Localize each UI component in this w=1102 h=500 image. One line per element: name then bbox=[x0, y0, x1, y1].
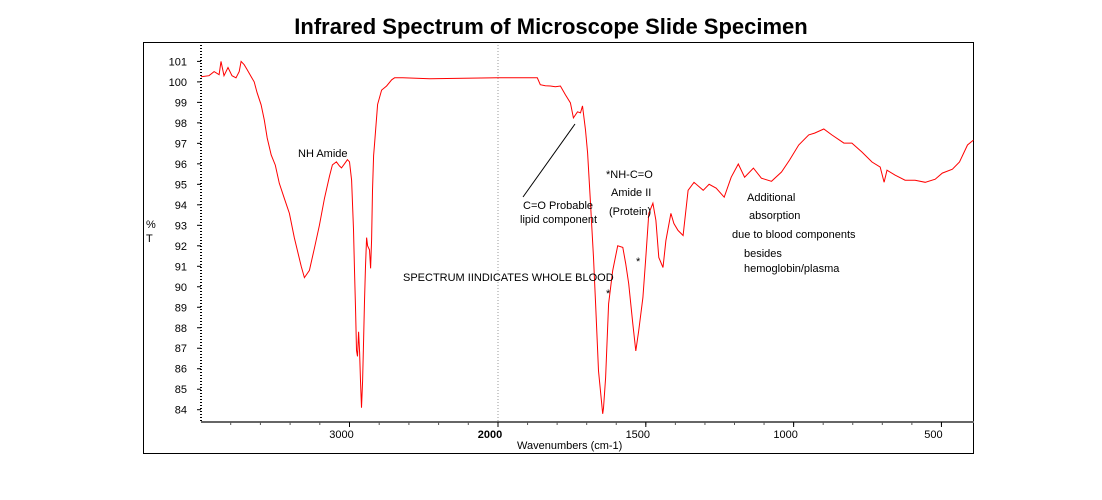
y-tick-label: 90 bbox=[175, 282, 187, 294]
y-tick-label: 86 bbox=[175, 364, 187, 376]
y-tick-label: 92 bbox=[175, 241, 187, 253]
annotation-additional-2: absorption bbox=[749, 210, 801, 222]
y-tick-label: 101 bbox=[169, 56, 187, 68]
y-tick-label: 95 bbox=[175, 179, 187, 191]
y-tick-label: 98 bbox=[175, 118, 187, 130]
y-tick-label: 85 bbox=[175, 384, 187, 396]
annotation-additional-5: hemoglobin/plasma bbox=[744, 263, 840, 275]
annotation-star: * bbox=[636, 256, 641, 268]
x-axis-label: Wavenumbers (cm-1) bbox=[517, 440, 623, 452]
y-tick-label: 88 bbox=[175, 323, 187, 335]
x-tick-label: 2000 bbox=[478, 429, 502, 441]
y-axis-label-percent: % bbox=[146, 219, 156, 231]
chart-frame bbox=[143, 42, 974, 454]
annotation-amide-1: *NH-C=O bbox=[606, 169, 653, 181]
annotation-star-small: * bbox=[606, 288, 611, 300]
annotation-whole-blood: SPECTRUM IINDICATES WHOLE BLOOD bbox=[403, 272, 614, 284]
y-tick-label: 99 bbox=[175, 97, 187, 109]
y-tick-label: 97 bbox=[175, 138, 187, 150]
x-tick-label: 500 bbox=[924, 429, 942, 441]
x-tick-label: 1500 bbox=[626, 429, 650, 441]
axes: 84 85 86 87 88 89 90 91 92 93 94 95 96 97 98 99 100 101 30… bbox=[169, 42, 974, 441]
x-tick-label: 1000 bbox=[773, 429, 797, 441]
y-tick-label: 96 bbox=[175, 159, 187, 171]
spectrum-line bbox=[200, 60, 974, 414]
annotation-additional-3: due to blood components bbox=[732, 229, 856, 241]
annotation-additional-1: Additional bbox=[747, 192, 796, 204]
y-tick-label: 100 bbox=[169, 77, 187, 89]
y-axis-label-t: T bbox=[146, 233, 153, 245]
annotation-co-1: C=O Probable bbox=[523, 200, 594, 212]
annotation-additional-4: besides bbox=[744, 248, 782, 260]
y-tick-label: 87 bbox=[175, 343, 187, 355]
y-tick-label: 94 bbox=[175, 200, 187, 212]
annotation-nh-amide: NH Amide bbox=[298, 148, 348, 160]
y-tick-label: 93 bbox=[175, 220, 187, 232]
x-tick-label: 3000 bbox=[329, 429, 353, 441]
annotation-amide-2: Amide II bbox=[611, 187, 652, 199]
y-tick-label: 89 bbox=[175, 302, 187, 314]
y-tick-label: 91 bbox=[175, 261, 187, 273]
y-tick-label: 84 bbox=[175, 405, 187, 417]
chart-title: Infrared Spectrum of Microscope Slide Sp… bbox=[294, 14, 808, 39]
annotation-co-2: lipid component bbox=[520, 214, 598, 226]
annotation-amide-3: (Protein) bbox=[609, 206, 652, 218]
annotation-pointer-line bbox=[522, 123, 576, 198]
